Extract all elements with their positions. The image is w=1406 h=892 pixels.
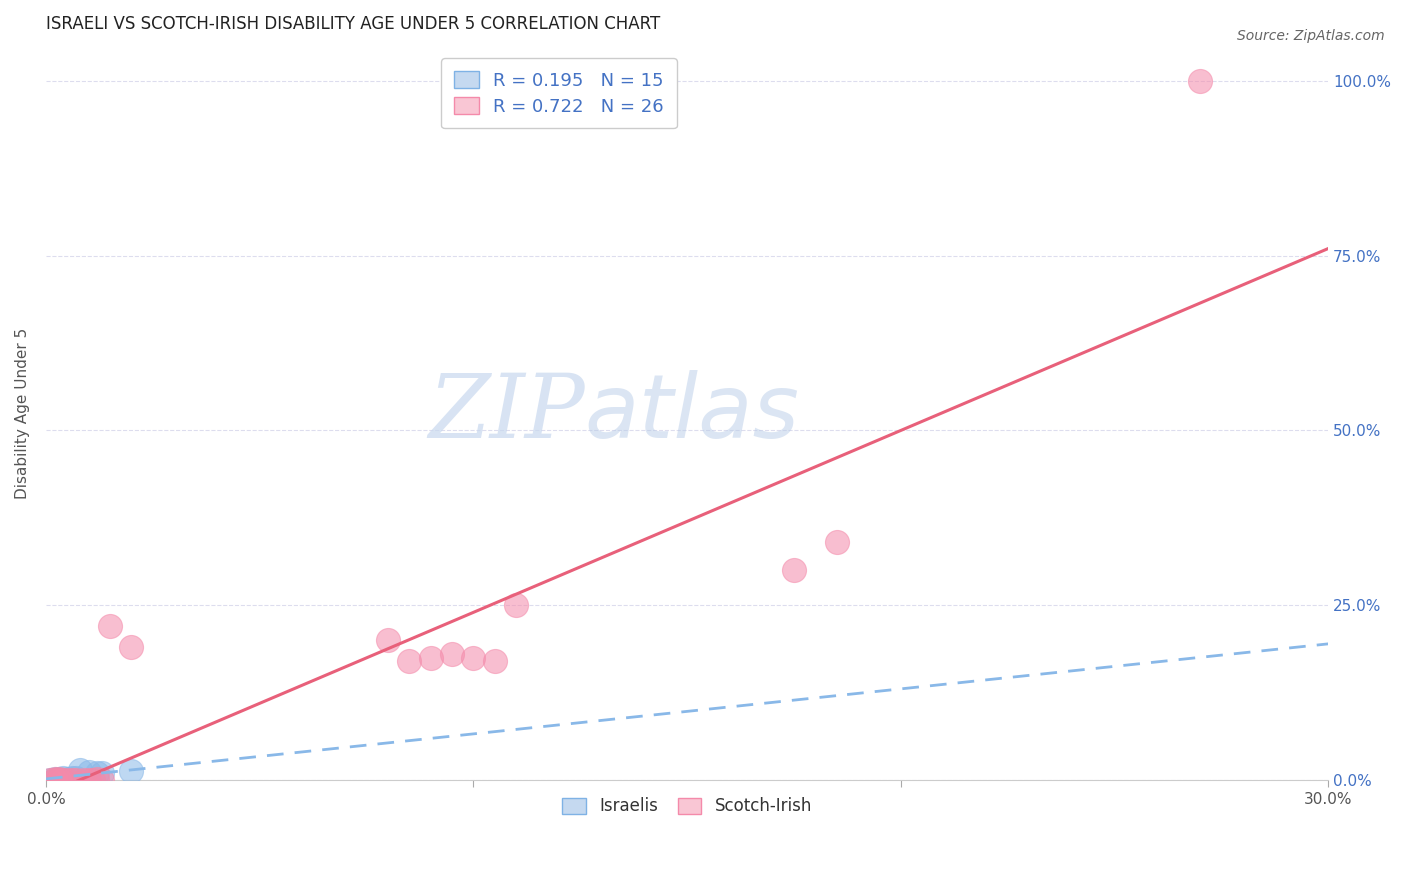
Point bbox=[44, 772, 66, 787]
Point bbox=[48, 772, 70, 787]
Point bbox=[73, 772, 96, 787]
Point bbox=[377, 633, 399, 648]
Point bbox=[120, 764, 142, 779]
Point bbox=[39, 772, 62, 787]
Point bbox=[52, 772, 75, 787]
Point bbox=[463, 651, 485, 665]
Point bbox=[86, 766, 108, 780]
Point bbox=[77, 772, 100, 787]
Point bbox=[44, 772, 66, 786]
Point bbox=[48, 772, 70, 787]
Text: ISRAELI VS SCOTCH-IRISH DISABILITY AGE UNDER 5 CORRELATION CHART: ISRAELI VS SCOTCH-IRISH DISABILITY AGE U… bbox=[46, 15, 661, 33]
Point bbox=[39, 772, 62, 787]
Point bbox=[398, 654, 420, 668]
Point bbox=[783, 563, 806, 577]
Point bbox=[69, 763, 91, 777]
Point bbox=[77, 764, 100, 779]
Y-axis label: Disability Age Under 5: Disability Age Under 5 bbox=[15, 327, 30, 499]
Point bbox=[419, 651, 441, 665]
Point bbox=[484, 654, 506, 668]
Point bbox=[90, 772, 112, 787]
Text: Source: ZipAtlas.com: Source: ZipAtlas.com bbox=[1237, 29, 1385, 43]
Point bbox=[52, 771, 75, 785]
Text: atlas: atlas bbox=[585, 370, 800, 456]
Point bbox=[1188, 73, 1211, 87]
Point bbox=[82, 772, 104, 787]
Point bbox=[90, 765, 112, 780]
Point bbox=[65, 771, 87, 785]
Point bbox=[120, 640, 142, 655]
Point bbox=[56, 772, 79, 787]
Point bbox=[86, 772, 108, 786]
Point bbox=[60, 771, 83, 785]
Point bbox=[56, 772, 79, 786]
Point bbox=[48, 772, 70, 786]
Point bbox=[60, 772, 83, 787]
Point bbox=[825, 535, 848, 549]
Point bbox=[440, 648, 463, 662]
Point bbox=[52, 772, 75, 787]
Point bbox=[44, 772, 66, 786]
Point bbox=[65, 772, 87, 787]
Point bbox=[505, 599, 527, 613]
Legend: Israelis, Scotch-Irish: Israelis, Scotch-Irish bbox=[551, 786, 824, 827]
Text: ZIP: ZIP bbox=[427, 369, 585, 457]
Point bbox=[44, 772, 66, 787]
Point bbox=[98, 619, 121, 633]
Point bbox=[48, 772, 70, 786]
